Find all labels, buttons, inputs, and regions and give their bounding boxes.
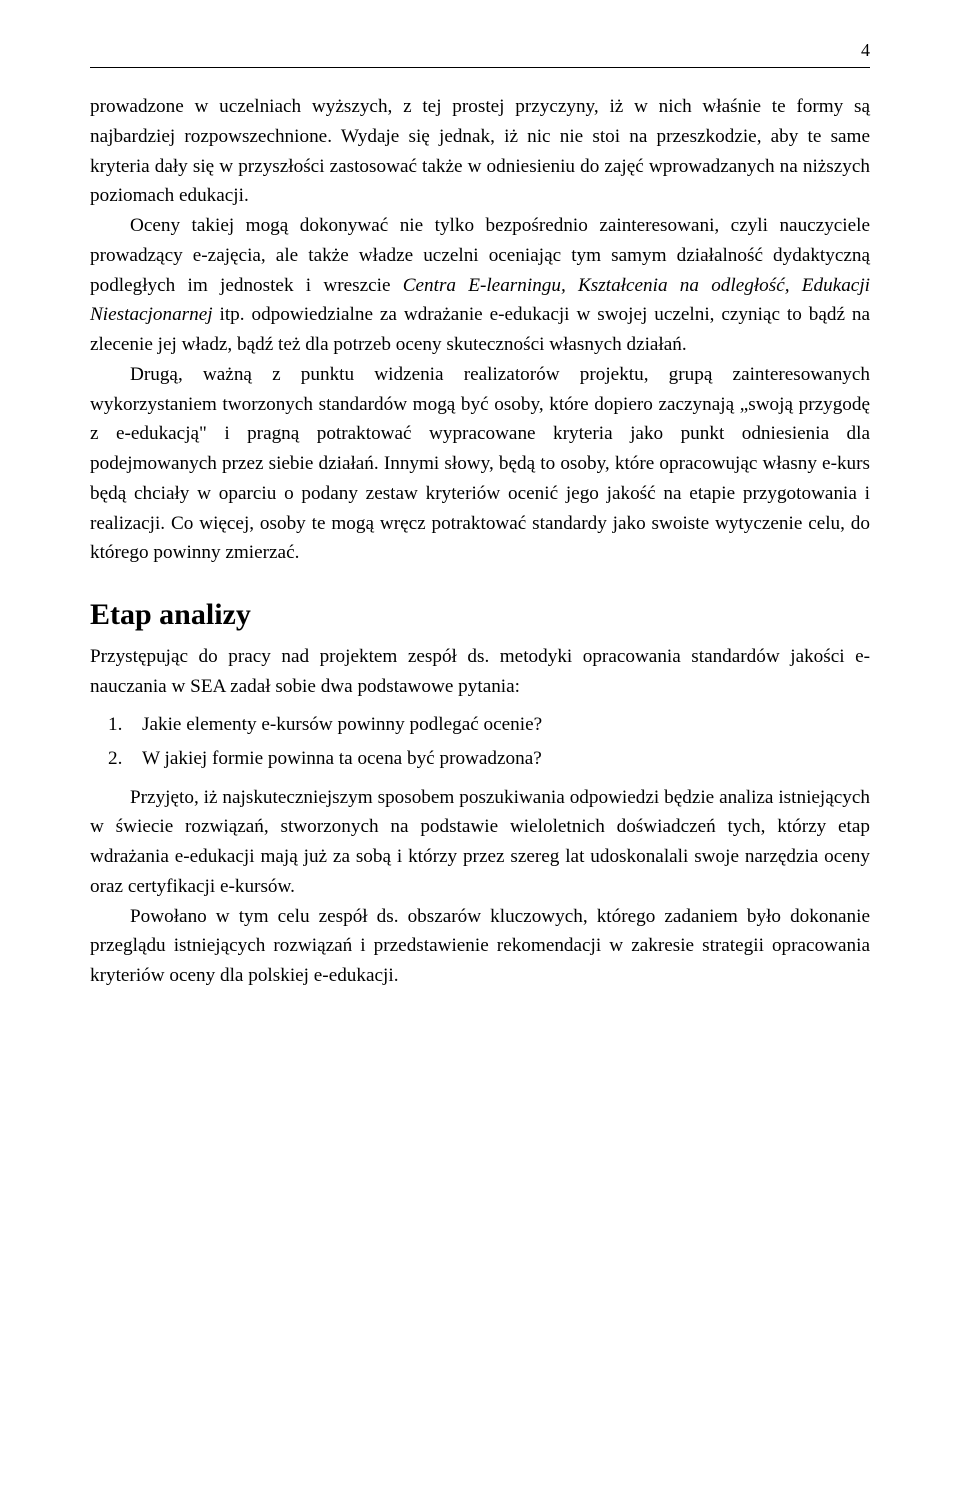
paragraph-1: prowadzone w uczelniach wyższych, z tej … [90, 92, 870, 211]
list-item-1-text: Jakie elementy e-kursów powinny podlegać… [142, 708, 542, 743]
page-number: 4 [90, 40, 870, 61]
list-item-2: 2. W jakiej formie powinna ta ocena być … [108, 742, 870, 777]
paragraph-6-text: Powołano w tym celu zespół ds. obszarów … [90, 906, 870, 987]
paragraph-3: Drugą, ważną z punktu widzenia realizato… [90, 360, 870, 568]
paragraph-6: Powołano w tym celu zespół ds. obszarów … [90, 902, 870, 991]
list-item-1: 1. Jakie elementy e-kursów powinny podle… [108, 708, 870, 743]
paragraph-4-text: Przystępując do pracy nad projektem zesp… [90, 646, 870, 697]
list-item-1-number: 1. [108, 708, 142, 743]
paragraph-3-text: Drugą, ważną z punktu widzenia realizato… [90, 364, 870, 564]
paragraph-2: Oceny takiej mogą dokonywać nie tylko be… [90, 211, 870, 360]
list-item-2-number: 2. [108, 742, 142, 777]
paragraph-5-text: Przyjęto, iż najskuteczniejszym sposobem… [90, 787, 870, 897]
paragraph-1-text: prowadzone w uczelniach wyższych, z tej … [90, 96, 870, 206]
section-heading: Etap analizy [90, 598, 870, 632]
paragraph-4: Przystępując do pracy nad projektem zesp… [90, 642, 870, 702]
list-item-2-text: W jakiej formie powinna ta ocena być pro… [142, 742, 542, 777]
document-page: 4 prowadzone w uczelniach wyższych, z te… [0, 0, 960, 1051]
paragraph-5: Przyjęto, iż najskuteczniejszym sposobem… [90, 783, 870, 902]
header-rule [90, 67, 870, 68]
numbered-list: 1. Jakie elementy e-kursów powinny podle… [90, 708, 870, 777]
